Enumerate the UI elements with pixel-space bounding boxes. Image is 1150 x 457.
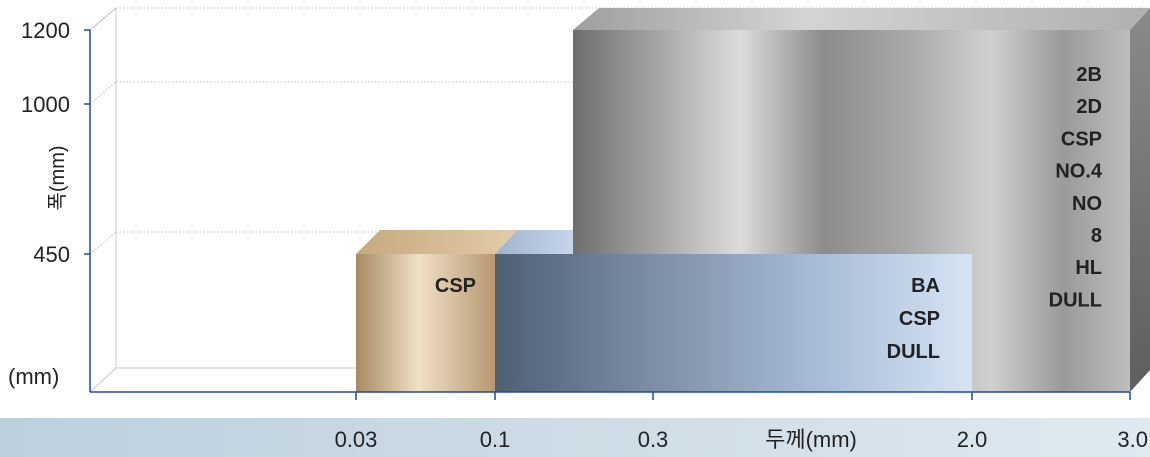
bar-label-blue-1: CSP (899, 308, 940, 330)
bar-label-blue-2: DULL (887, 341, 940, 363)
bar-labels: CSP BA CSP DULL 2B 2D CSP NO.4 NO 8 HL DULL (435, 64, 1103, 363)
x-tick-label-3.0: 3.0 (1117, 427, 1148, 452)
x-axis-title: 두께(mm) (765, 427, 857, 452)
y-ticks: 1200 1000 450 (21, 18, 90, 267)
bar-label-steel-1: 2D (1076, 96, 1102, 118)
x-ticks: 0.03 0.1 0.3 2.0 3.0 (335, 392, 1148, 452)
y-axis-title: 폭(mm) (47, 145, 69, 210)
bar-label-steel-0: 2B (1076, 64, 1102, 86)
y-tick-label-450: 450 (33, 242, 70, 267)
x-tick-label-0.3: 0.3 (638, 427, 669, 452)
x-tick-label-0.03: 0.03 (335, 427, 378, 452)
x-tick-label-0.1: 0.1 (480, 427, 511, 452)
bar-label-steel-6: HL (1075, 257, 1102, 279)
bar-steel-top (573, 8, 1150, 30)
bar-gold (356, 230, 517, 392)
bar-gold-front (356, 254, 495, 392)
axes (89, 30, 1130, 393)
y-tick-label-1000: 1000 (21, 92, 70, 117)
bar-label-blue-0: BA (911, 275, 940, 297)
bar-blue-front (495, 254, 972, 392)
bar-label-steel-7: DULL (1049, 289, 1102, 311)
bar-steel (573, 8, 1150, 392)
bar-label-steel-5: 8 (1091, 225, 1102, 247)
bar-gold-top (356, 230, 517, 254)
bar-blue (495, 230, 972, 392)
bar-label-gold-0: CSP (435, 275, 476, 297)
gridline-diag-450 (89, 231, 117, 255)
bar-label-steel-2: CSP (1061, 128, 1102, 150)
x-axis-band (0, 418, 1150, 457)
bar-steel-side (1130, 8, 1150, 392)
y-tick-label-1200: 1200 (21, 18, 70, 43)
gridline-diag-1000 (89, 81, 117, 105)
y-unit-label: (mm) (8, 364, 59, 389)
bar-blue-top (495, 230, 573, 254)
gridline-diag-1200 (89, 7, 117, 31)
bar-label-steel-4: NO (1072, 193, 1102, 215)
floor-left-edge (89, 367, 117, 393)
bars (356, 8, 1150, 392)
x-tick-label-2.0: 2.0 (957, 427, 988, 452)
bar-label-steel-3: NO.4 (1055, 161, 1103, 183)
